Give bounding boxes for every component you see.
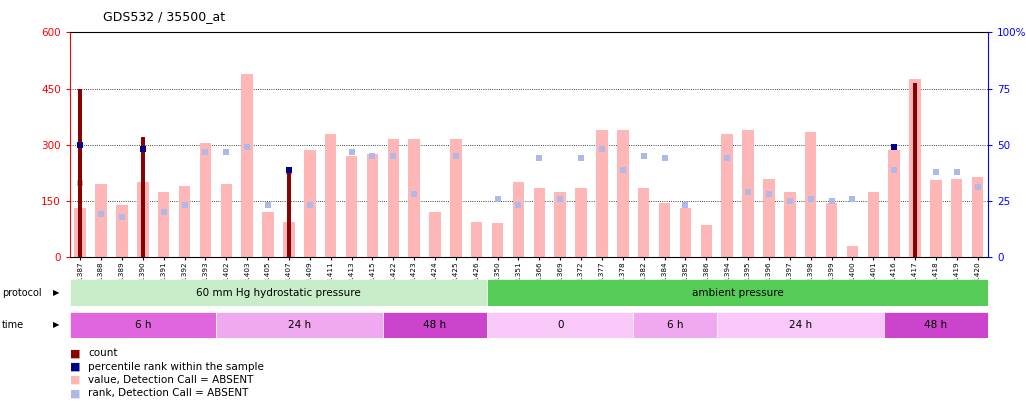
Bar [116, 205, 127, 257]
Bar [972, 177, 983, 257]
Bar [78, 89, 82, 257]
Text: percentile rank within the sample: percentile rank within the sample [88, 362, 264, 371]
Bar [951, 179, 962, 257]
Bar [805, 132, 817, 257]
Bar [846, 246, 858, 257]
Bar [383, 312, 487, 338]
Text: 60 mm Hg hydrostatic pressure: 60 mm Hg hydrostatic pressure [196, 288, 361, 298]
Bar [283, 222, 294, 257]
Bar [679, 209, 692, 257]
Bar [429, 212, 441, 257]
Text: 48 h: 48 h [424, 320, 446, 330]
Text: 6 h: 6 h [667, 320, 683, 330]
Text: count: count [88, 348, 118, 358]
Text: ▶: ▶ [53, 320, 60, 330]
Bar [534, 188, 545, 257]
Bar [408, 139, 420, 257]
Bar [304, 150, 316, 257]
Bar [513, 182, 524, 257]
Bar [70, 279, 487, 306]
Text: ▶: ▶ [53, 288, 60, 297]
Bar [346, 156, 357, 257]
Text: protocol: protocol [2, 288, 42, 298]
Text: GDS532 / 35500_at: GDS532 / 35500_at [103, 10, 225, 23]
Bar [137, 182, 149, 257]
Text: ■: ■ [70, 388, 80, 398]
Bar [721, 134, 733, 257]
Bar [263, 212, 274, 257]
Text: time: time [2, 320, 25, 330]
Bar [909, 79, 920, 257]
Bar [200, 143, 211, 257]
Text: 24 h: 24 h [287, 320, 311, 330]
Bar [717, 312, 883, 338]
Bar [141, 137, 145, 257]
Bar [70, 312, 215, 338]
Text: 6 h: 6 h [134, 320, 151, 330]
Bar [931, 180, 942, 257]
Bar [221, 184, 232, 257]
Bar [491, 224, 504, 257]
Bar [784, 192, 795, 257]
Bar [388, 139, 399, 257]
Bar [576, 188, 587, 257]
Bar [596, 130, 607, 257]
Text: 24 h: 24 h [789, 320, 812, 330]
Text: value, Detection Call = ABSENT: value, Detection Call = ABSENT [88, 375, 253, 385]
Text: 0: 0 [557, 320, 563, 330]
Bar [742, 130, 754, 257]
Bar [868, 192, 879, 257]
Bar [366, 154, 379, 257]
Bar [617, 130, 629, 257]
Text: ■: ■ [70, 375, 80, 385]
Text: rank, Detection Call = ABSENT: rank, Detection Call = ABSENT [88, 388, 248, 398]
Text: 48 h: 48 h [924, 320, 947, 330]
Bar [889, 150, 900, 257]
Text: ■: ■ [70, 348, 80, 358]
Bar [701, 225, 712, 257]
Bar [487, 279, 988, 306]
Bar [471, 222, 482, 257]
Bar [913, 83, 917, 257]
Bar [826, 203, 837, 257]
Bar [95, 184, 107, 257]
Bar [241, 74, 252, 257]
Text: ambient pressure: ambient pressure [692, 288, 784, 298]
Bar [763, 179, 775, 257]
Bar [487, 312, 633, 338]
Bar [158, 192, 169, 257]
Bar [883, 312, 988, 338]
Bar [554, 192, 566, 257]
Bar [659, 203, 670, 257]
Bar [75, 209, 86, 257]
Bar [450, 139, 462, 257]
Bar [179, 186, 190, 257]
Bar [286, 167, 291, 257]
Bar [215, 312, 383, 338]
Text: ■: ■ [70, 362, 80, 371]
Bar [633, 312, 717, 338]
Bar [325, 134, 337, 257]
Bar [638, 188, 649, 257]
